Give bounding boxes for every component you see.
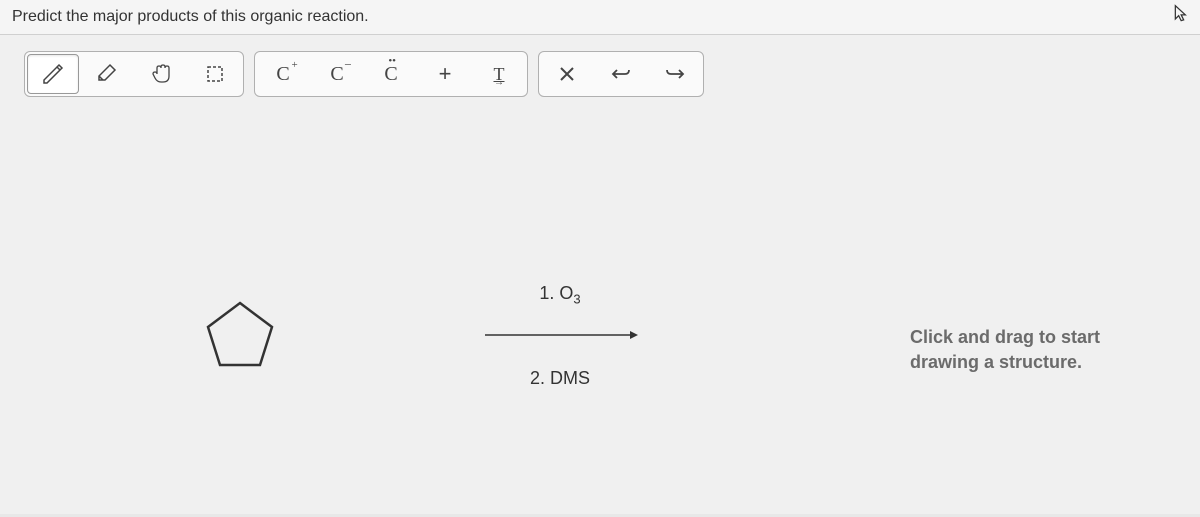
- carbon-radical-button[interactable]: ••C: [365, 54, 417, 94]
- carbon-cation-button[interactable]: C+: [257, 54, 309, 94]
- tool-group-draw: [24, 51, 244, 97]
- hint-line-2: drawing a structure.: [910, 350, 1100, 375]
- redo-icon: [663, 62, 687, 86]
- reactant-structure: [200, 295, 280, 380]
- reaction-arrow-icon: [480, 325, 640, 345]
- reaction-conditions: 1. O3 2. DMS: [480, 275, 640, 397]
- drawing-canvas[interactable]: C+ C− ••C + T →: [0, 35, 1200, 514]
- question-prompt: Predict the major products of this organ…: [0, 0, 1200, 35]
- hand-icon: [149, 62, 173, 86]
- close-button[interactable]: [541, 54, 593, 94]
- drawing-hint: Click and drag to start drawing a struct…: [910, 325, 1100, 375]
- marquee-tool-button[interactable]: [189, 54, 241, 94]
- hand-tool-button[interactable]: [135, 54, 187, 94]
- tool-group-actions: [538, 51, 704, 97]
- cyclopentane-icon: [200, 295, 280, 375]
- carbon-dots-label: ••C: [384, 63, 397, 86]
- plus-label: +: [439, 61, 452, 87]
- cursor-icon: [1172, 4, 1192, 24]
- toolbar: C+ C− ••C + T →: [24, 51, 1176, 97]
- plus-button[interactable]: +: [419, 54, 471, 94]
- eraser-icon: [95, 62, 119, 86]
- pencil-tool-button[interactable]: [27, 54, 79, 94]
- close-icon: [555, 62, 579, 86]
- reagent-2: 2. DMS: [480, 368, 640, 389]
- undo-icon: [609, 62, 633, 86]
- tool-group-atoms: C+ C− ••C + T →: [254, 51, 528, 97]
- carbon-anion-button[interactable]: C−: [311, 54, 363, 94]
- small-arrow-icon: →: [494, 77, 504, 88]
- hint-line-1: Click and drag to start: [910, 325, 1100, 350]
- redo-button[interactable]: [649, 54, 701, 94]
- text-arrow-button[interactable]: T →: [473, 54, 525, 94]
- eraser-tool-button[interactable]: [81, 54, 133, 94]
- pencil-icon: [41, 62, 65, 86]
- undo-button[interactable]: [595, 54, 647, 94]
- question-text: Predict the major products of this organ…: [12, 8, 369, 25]
- marquee-icon: [203, 62, 227, 86]
- carbon-minus-label: C−: [330, 63, 343, 86]
- reagent-1: 1. O3: [480, 283, 640, 307]
- carbon-plus-label: C+: [276, 63, 289, 86]
